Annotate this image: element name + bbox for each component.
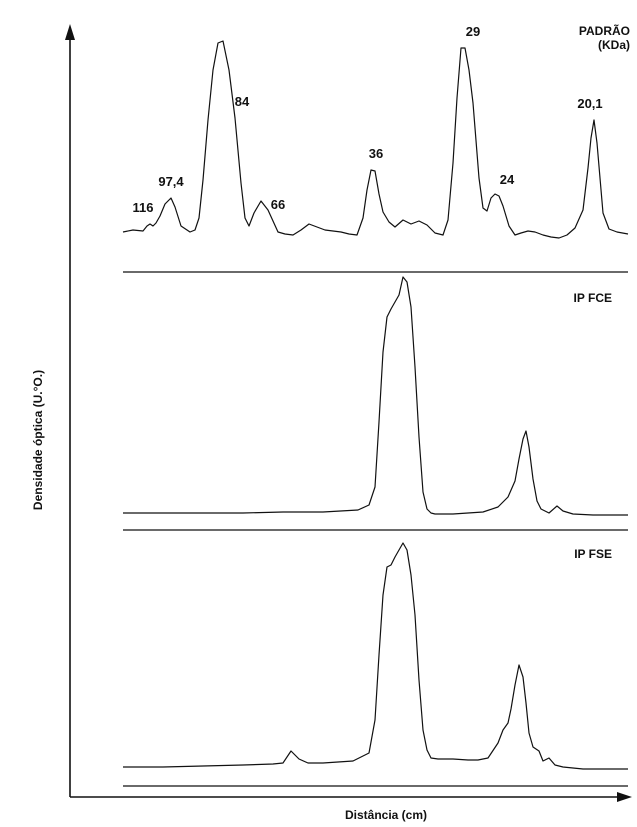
- y-axis-label: Densidade óptica (U.°O.): [31, 370, 45, 510]
- peak-label: 84: [235, 94, 250, 109]
- trace-2-line: [123, 276, 628, 516]
- panel-label-1: PADRÃO: [579, 23, 630, 38]
- peak-label: 36: [369, 146, 383, 161]
- panel-label-1-unit: (KDa): [598, 38, 630, 52]
- peak-label: 24: [500, 172, 515, 187]
- x-axis-arrow-icon: [617, 792, 632, 802]
- x-axis-label: Distância (cm): [345, 808, 427, 822]
- trace-3-line: [123, 542, 628, 770]
- peak-label: 66: [271, 197, 285, 212]
- y-axis-arrow-icon: [65, 24, 75, 40]
- panel-label-3: IP FSE: [574, 547, 612, 561]
- panels: PADRÃO(KDa) 116 97,4 84 66 36 29 24 20,1 IP FCE IP…: [122, 23, 630, 787]
- peak-label: 29: [466, 24, 480, 39]
- panel-label-2: IP FCE: [574, 291, 612, 305]
- peak-label: 97,4: [158, 174, 184, 189]
- trace-1-line: [122, 40, 629, 239]
- peak-label: 116: [133, 200, 154, 215]
- peak-label: 20,1: [577, 96, 602, 111]
